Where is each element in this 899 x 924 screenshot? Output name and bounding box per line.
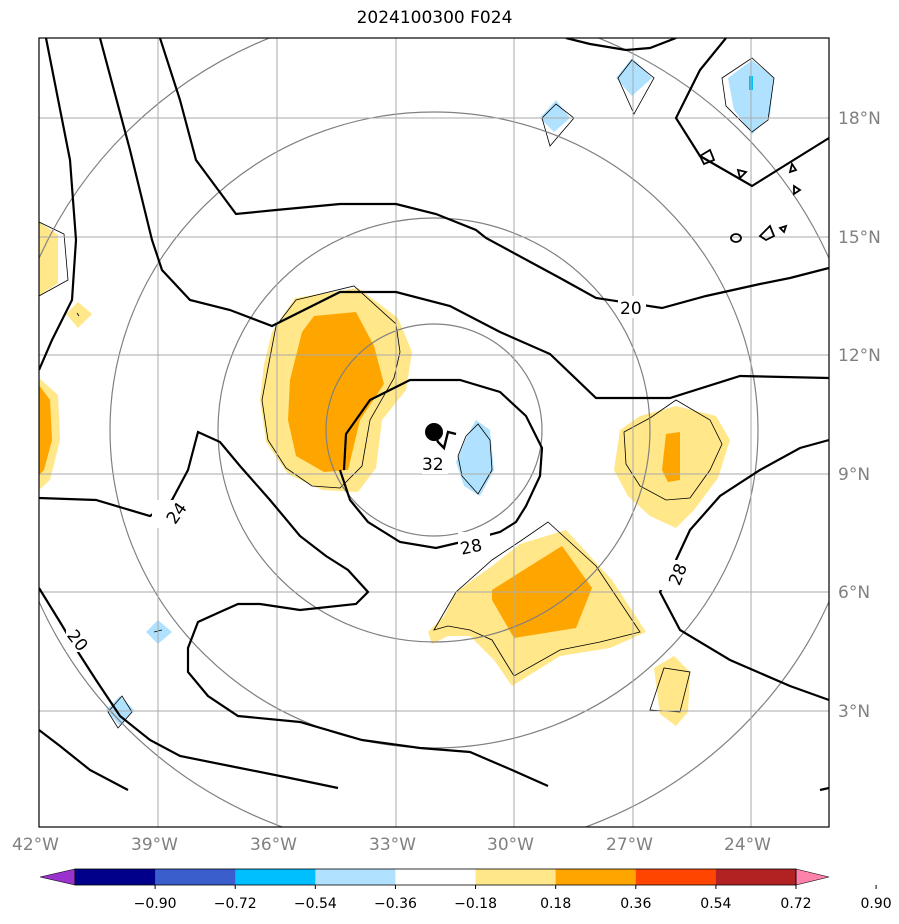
shaded-anomalies bbox=[39, 58, 774, 726]
colorbar-cell bbox=[155, 869, 236, 885]
lon-tick: 33°W bbox=[369, 835, 416, 855]
colorbar-label: −0.54 bbox=[294, 896, 337, 912]
colorbar-cell bbox=[475, 869, 557, 885]
lat-axis: 18°N 15°N 12°N 9°N 6°N 3°N bbox=[838, 109, 881, 722]
gridlines bbox=[39, 38, 829, 827]
contour-label-20-north: 20 bbox=[620, 299, 642, 319]
range-circles bbox=[39, 38, 829, 827]
shade-outlines bbox=[39, 57, 775, 729]
lon-tick: 30°W bbox=[487, 835, 534, 855]
colorbar-extend-low bbox=[39, 868, 76, 886]
colorbar-frame bbox=[74, 868, 797, 886]
colorbar-cell bbox=[235, 869, 316, 885]
lon-tick: 39°W bbox=[131, 835, 178, 855]
lat-tick: 15°N bbox=[838, 228, 881, 248]
colorbar-label: 0.36 bbox=[620, 896, 651, 912]
contour-label-32: 32 bbox=[422, 455, 444, 475]
lat-tick: 12°N bbox=[838, 346, 881, 366]
colorbar-cell bbox=[555, 869, 637, 885]
lat-tick: 18°N bbox=[838, 109, 881, 129]
colorbar-label: 0.90 bbox=[861, 896, 892, 912]
colorbar-cell bbox=[715, 869, 797, 885]
lon-tick: 27°W bbox=[606, 835, 653, 855]
colorbar-label: −0.18 bbox=[454, 896, 497, 912]
colorbar-label: 0.54 bbox=[700, 896, 731, 912]
lon-tick: 36°W bbox=[250, 835, 297, 855]
lat-tick: 3°N bbox=[838, 702, 870, 722]
colorbar-extend-high bbox=[795, 868, 830, 886]
colorbar-label: −0.36 bbox=[374, 896, 417, 912]
colorbar-cell bbox=[395, 869, 477, 885]
colorbar-cell bbox=[635, 869, 717, 885]
colorbar-cell bbox=[75, 869, 156, 885]
map-frame bbox=[38, 37, 830, 828]
lon-axis: 42°W 39°W 36°W 33°W 30°W 27°W 24°W bbox=[12, 835, 771, 855]
storm-center-marker bbox=[425, 423, 457, 451]
colorbar-label: 0.72 bbox=[780, 896, 811, 912]
colorbar: −0.90 −0.72 −0.54 −0.36 −0.18 0.18 0.36 0.54 0.7… bbox=[39, 868, 892, 912]
colorbar-label: 0.18 bbox=[540, 896, 571, 912]
lat-tick: 9°N bbox=[838, 465, 870, 485]
map-title: 2024100300 F024 bbox=[356, 8, 513, 28]
small-contour-loops bbox=[698, 148, 802, 243]
colorbar-label: −0.90 bbox=[134, 896, 177, 912]
lat-tick: 6°N bbox=[838, 583, 870, 603]
contour-label-28-south: 28 bbox=[459, 536, 484, 560]
colorbar-label: −0.72 bbox=[214, 896, 257, 912]
colorbar-cell bbox=[315, 869, 396, 885]
lon-tick: 24°W bbox=[724, 835, 771, 855]
map-area: 20 24 28 32 28 20 bbox=[39, 38, 829, 827]
lon-tick: 42°W bbox=[12, 835, 59, 855]
